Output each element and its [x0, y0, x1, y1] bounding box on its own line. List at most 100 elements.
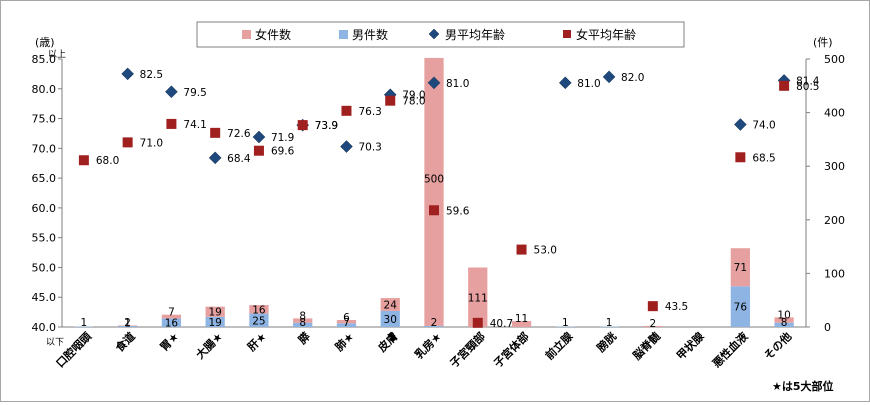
marker-male-age: [427, 76, 441, 90]
bar-female-count: [643, 325, 663, 327]
left-tick-label: 65.0: [32, 172, 57, 185]
category-label: 子宮頸部: [447, 329, 488, 370]
left-tick-label: 45.0: [32, 291, 57, 304]
left-tick-label: 70.0: [32, 142, 57, 155]
bar-label-female-count: 10: [777, 309, 790, 321]
bar-female-count: [118, 325, 138, 326]
category-label: 膀胱: [593, 329, 619, 355]
category-label: その他: [761, 329, 794, 362]
label-female-age: 68.5: [752, 152, 775, 164]
label-female-age: 40.7: [490, 318, 513, 330]
marker-female-age: [341, 105, 352, 116]
label-female-age: 71.0: [140, 137, 163, 149]
category-label: 乳房★: [412, 329, 445, 362]
bar-female-count: [511, 321, 532, 327]
bar-female-count: [205, 306, 225, 317]
bar-label-female-count: 11: [515, 313, 528, 325]
marker-female-age: [385, 95, 396, 106]
bar-label-female-count: 19: [208, 307, 221, 319]
marker-female-age: [78, 155, 89, 166]
bar-label-male-count: 1: [81, 317, 88, 329]
bar-label-male-count: 19: [208, 317, 221, 329]
marker-male-age: [340, 140, 353, 153]
category-label: 肺★: [332, 329, 357, 354]
label-female-age: 72.6: [227, 128, 251, 140]
legend-label-female-count: 女件数: [255, 27, 291, 42]
legend-swatch-male-count: [339, 30, 348, 39]
bar-female-count: [774, 317, 794, 323]
category-label: 子宮体部: [491, 329, 532, 370]
category-label: 悪性血液: [709, 329, 751, 371]
footnote: ★は5大部位: [772, 379, 834, 393]
bar-female-count: [293, 318, 313, 323]
label-male-age: 68.4: [227, 153, 251, 165]
left-axis-bottom-note: 以下: [46, 338, 64, 348]
bar-female-count: [249, 305, 269, 314]
category-label: 膵: [295, 329, 313, 347]
bar-label-female-count: 111: [468, 292, 488, 304]
left-axis-unit: (歳): [35, 36, 55, 49]
label-male-age: 81.4: [796, 75, 820, 87]
marker-female-age: [735, 152, 746, 163]
right-axis-unit: (件): [813, 36, 833, 49]
bar-label-female-count: 500: [424, 173, 444, 185]
marker-female-age: [253, 145, 264, 156]
bar-label-male-count: 16: [165, 318, 179, 330]
left-tick-label: 75.0: [32, 113, 57, 126]
marker-male-age: [733, 118, 747, 131]
bar-male-count: [730, 286, 750, 327]
legend-box: [196, 21, 685, 48]
bars: [74, 57, 794, 327]
bar-label-male-count: 8: [781, 317, 788, 329]
label-male-age: 82.5: [140, 69, 163, 81]
marker-female-age: [210, 127, 221, 138]
label-male-age: 81.0: [446, 78, 469, 90]
marker-male-age: [165, 85, 178, 99]
marker-male-age: [558, 76, 572, 90]
label-female-age: 59.6: [446, 205, 470, 217]
bar-label-female-count: 24: [384, 299, 398, 311]
markers: [78, 67, 791, 328]
left-axis-top-note: 以上: [48, 49, 66, 60]
bar-label-male-count: 2: [431, 317, 438, 329]
bar-male-count: [118, 325, 138, 327]
bar-label-female-count: 8: [299, 310, 306, 322]
legend-label-female-age: 女平均年齢: [576, 27, 636, 42]
marker-female-age: [779, 80, 790, 91]
left-tick-label: 40.0: [32, 321, 57, 334]
label-male-age: 79.5: [183, 87, 206, 99]
bar-label-male-count: 7: [343, 317, 350, 329]
category-label: 脳脊髄: [630, 329, 664, 363]
marker-female-age: [516, 244, 527, 255]
left-tick-label: 60.0: [32, 202, 57, 215]
right-tick-label: 400: [824, 107, 845, 120]
bar-male-count: [774, 322, 794, 327]
bar-male-count: [424, 325, 444, 327]
label-male-age: 74.0: [752, 120, 775, 132]
left-tick-label: 55.0: [32, 232, 57, 245]
label-male-age: 82.0: [621, 72, 644, 84]
right-tick-label: 0: [824, 321, 831, 334]
category-label: 皮膚: [374, 329, 400, 355]
left-tick-label: 50.0: [32, 261, 57, 274]
category-label: 口腔咽頭: [53, 329, 95, 371]
bar-label-male-count: 1: [562, 317, 569, 329]
label-male-age: 81.0: [577, 78, 600, 90]
bar-label-male-count: 1: [606, 317, 613, 329]
label-female-age: 74.1: [183, 119, 206, 131]
label-female-age: 53.0: [534, 245, 557, 257]
legend-label-male-count: 男件数: [352, 27, 388, 42]
bar-male-count: [380, 310, 400, 327]
marker-female-age: [122, 137, 133, 148]
legend-marker-male-age: [428, 28, 440, 40]
right-tick-label: 300: [824, 160, 845, 173]
label-female-age: 78.0: [402, 96, 425, 108]
category-label: 肝★: [245, 330, 269, 354]
category-label: 大腸★: [193, 329, 226, 362]
marker-female-age: [166, 118, 177, 129]
bar-label-male-count: 76: [734, 302, 748, 314]
category-label: 胃★: [158, 330, 182, 354]
bar-male-count: [205, 316, 225, 327]
